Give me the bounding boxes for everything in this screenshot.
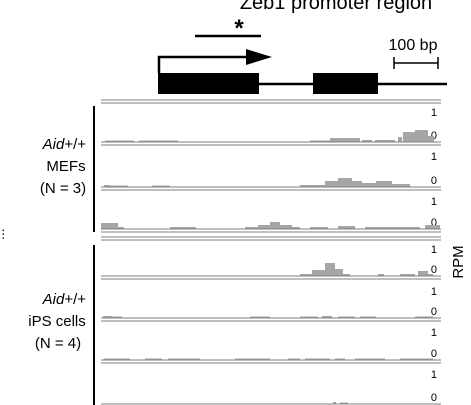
- figure-title: Zeb1 promoter region: [240, 0, 432, 14]
- signal-track-2: [352, 181, 362, 187]
- signal-track-1: [105, 140, 134, 142]
- signal-track-2: [300, 185, 325, 187]
- signal-track-6: [145, 358, 162, 360]
- signal-track-5: [360, 316, 376, 318]
- asterisk-marker: *: [234, 15, 244, 42]
- exon-2: [313, 73, 378, 94]
- signal-track-2: [152, 185, 170, 187]
- track-min-label: 0: [431, 348, 437, 360]
- mef-genotype: Aid: [42, 136, 65, 153]
- signal-track-4: [418, 271, 428, 276]
- signal-track-3: [280, 225, 292, 229]
- signal-track-3: [365, 227, 400, 229]
- svg-text:Aid+/+: Aid+/+: [42, 136, 87, 153]
- signal-track-1: [139, 140, 178, 142]
- signal-track-4: [325, 263, 335, 276]
- signal-track-1: [362, 140, 372, 142]
- track-min-label: 0: [431, 306, 437, 318]
- signal-track-3: [270, 222, 280, 229]
- signal-track-1: [415, 130, 428, 142]
- tss-arrow-head: [246, 49, 272, 65]
- signal-track-3: [170, 227, 196, 229]
- mef-group-label: Aid+/+ MEFs (N = 3): [40, 136, 86, 197]
- mef-replicate-count: (N = 3): [40, 180, 86, 197]
- track-min-label: 0: [431, 175, 437, 187]
- track-max-label: 1: [431, 196, 437, 208]
- signal-track-6: [288, 358, 300, 360]
- tss-arrow-stem: [157, 55, 248, 73]
- signal-track-4: [300, 274, 312, 276]
- signal-track-5: [103, 316, 112, 318]
- scale-bar-label: 100 bp: [389, 37, 438, 54]
- exon-1: [158, 73, 259, 94]
- signal-track-5: [250, 316, 270, 318]
- track-min-label: 0: [431, 217, 437, 229]
- track-max-label: 1: [431, 107, 437, 119]
- signal-track-5: [415, 316, 433, 318]
- signal-track-6: [104, 358, 130, 360]
- signal-track-1: [375, 140, 395, 142]
- signal-track-3: [258, 225, 270, 229]
- scale-bar: [393, 57, 439, 69]
- signal-track-7: [340, 402, 348, 404]
- signal-track-5: [338, 316, 355, 318]
- signal-track-4: [428, 274, 433, 276]
- ips-group-label: Aid+/+ iPS cells (N = 4): [28, 291, 86, 352]
- ips-genotype: Aid: [42, 291, 65, 308]
- signal-track-3: [310, 227, 328, 229]
- rpm-axis-label: RPM: [450, 245, 467, 278]
- track-max-label: 1: [431, 327, 437, 339]
- mef-cell-type: MEFs: [46, 158, 85, 175]
- signal-track-2: [362, 183, 376, 187]
- signal-track-3: [245, 227, 258, 229]
- gene-model: [157, 49, 447, 94]
- signal-track-1: [398, 137, 402, 142]
- signal-track-5: [300, 316, 318, 318]
- track-min-label: 0: [431, 264, 437, 276]
- track-min-label: 0: [431, 392, 437, 404]
- signal-track-1: [403, 132, 415, 142]
- signal-track-7: [333, 402, 336, 404]
- track-max-label: 1: [431, 151, 437, 163]
- signal-track-2: [392, 184, 410, 187]
- signal-track-3: [101, 223, 118, 229]
- signal-track-2: [325, 181, 338, 187]
- signal-track-4: [378, 274, 384, 276]
- signal-track-4: [343, 274, 350, 276]
- signal-track-3: [425, 225, 440, 229]
- signal-track-1: [310, 140, 330, 142]
- signal-track-3: [338, 226, 355, 229]
- signal-tracks: 10101010101010: [101, 99, 441, 405]
- signal-track-6: [355, 358, 385, 360]
- signal-track-6: [400, 358, 433, 360]
- cut-off-side-label: ...: [0, 228, 7, 240]
- signal-track-2: [376, 181, 392, 187]
- ips-replicate-count: (N = 4): [35, 335, 81, 352]
- signal-track-6: [305, 358, 330, 360]
- track-max-label: 1: [431, 244, 437, 256]
- signal-track-1: [428, 136, 434, 142]
- signal-track-1: [330, 138, 360, 142]
- signal-track-5: [112, 316, 122, 318]
- signal-track-6: [168, 358, 200, 360]
- ips-cell-type: iPS cells: [28, 313, 86, 330]
- mef-genotype-suffix: +/+: [64, 136, 86, 153]
- signal-track-3: [292, 227, 300, 229]
- signal-track-2: [110, 185, 128, 187]
- track-max-label: 1: [431, 286, 437, 298]
- signal-track-4: [400, 274, 415, 276]
- signal-track-3: [118, 227, 124, 229]
- signal-track-6: [235, 358, 270, 360]
- svg-text:Aid+/+: Aid+/+: [42, 291, 87, 308]
- signal-track-4: [312, 270, 325, 276]
- signal-track-6: [335, 358, 345, 360]
- signal-track-4: [335, 269, 343, 276]
- track-max-label: 1: [431, 369, 437, 381]
- signal-track-2: [104, 185, 110, 187]
- signal-track-3: [400, 227, 420, 229]
- signal-track-5: [322, 316, 332, 318]
- ips-genotype-suffix: +/+: [64, 291, 86, 308]
- signal-track-2: [338, 178, 352, 187]
